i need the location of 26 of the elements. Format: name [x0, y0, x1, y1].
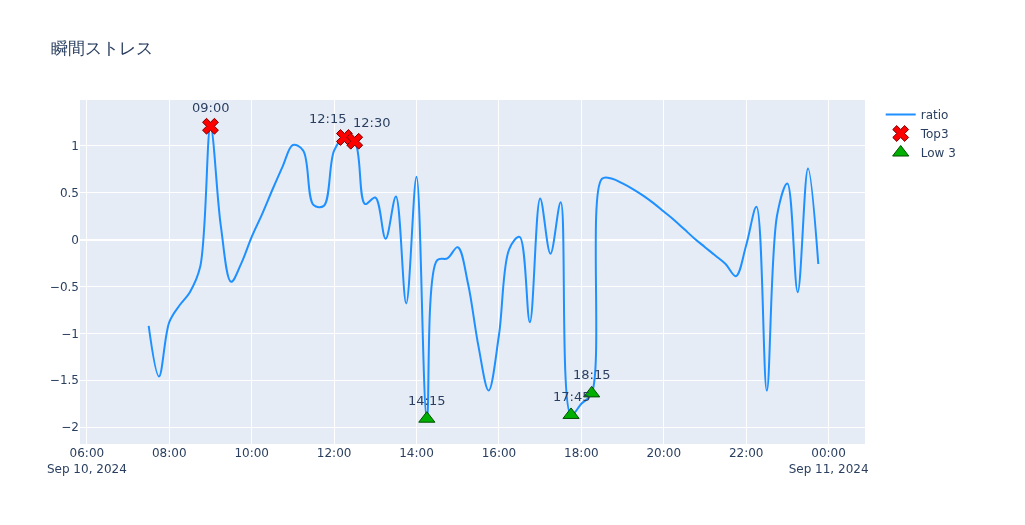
y-tick-label: −1.5: [49, 373, 79, 388]
x-tick-label: 12:00: [316, 446, 352, 460]
legend-label: Low 3: [920, 146, 956, 161]
x-tick-label: 08:00: [151, 446, 187, 460]
x-tick-label: 20:00: [646, 446, 682, 460]
annotation: 12:15: [309, 111, 347, 126]
x-tick-label: 22:00: [728, 446, 764, 460]
y-tick-label: −0.5: [49, 279, 79, 294]
point: [346, 132, 364, 150]
point: [202, 117, 219, 135]
y-tick-label: 0.5: [59, 186, 79, 200]
y-tick-label: −2: [61, 420, 79, 435]
x-tick-label: 14:00: [399, 446, 434, 460]
y-tick-label: −1: [61, 326, 79, 341]
legend-label: Top3: [919, 127, 949, 142]
x-tick-label: 00:00 Sep 11, 2024: [788, 446, 869, 476]
y-tick-label: 0: [71, 232, 79, 247]
x-tick-label: 16:00: [481, 446, 517, 460]
chart-title: 瞬間ストレス: [51, 37, 154, 58]
x-tick-label: 10:00: [234, 446, 269, 460]
y-tick-label: 1: [71, 139, 79, 154]
annotation: 12:30: [353, 115, 391, 130]
x-tick-label: 18:00: [564, 446, 599, 460]
legend-label: ratio: [920, 108, 949, 123]
annotation: 09:00: [192, 100, 230, 115]
x-tick-label: 06:00 Sep 10, 2024: [46, 446, 127, 476]
